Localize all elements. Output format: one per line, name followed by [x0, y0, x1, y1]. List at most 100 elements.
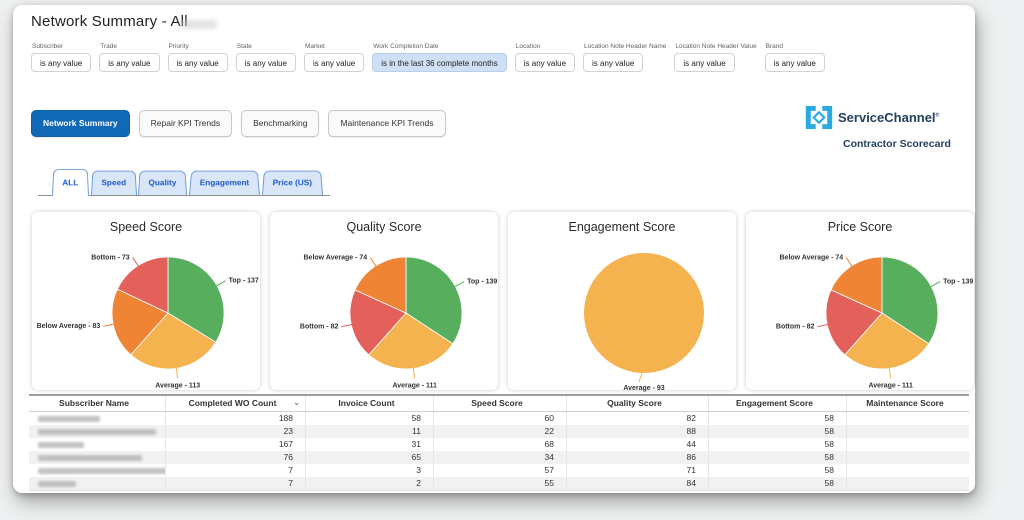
column-header-invoice-count[interactable]: Invoice Count: [306, 396, 434, 411]
table-cell: 7: [166, 477, 306, 490]
filter-value[interactable]: is any value: [674, 53, 735, 72]
nav-button-benchmarking[interactable]: Benchmarking: [241, 110, 320, 137]
table-row[interactable]: 188 58 60 82 58: [29, 412, 969, 425]
pie-slice-label: Top - 139: [943, 279, 973, 286]
table-cell: 31: [306, 438, 434, 451]
filter-value[interactable]: is any value: [99, 53, 160, 72]
table-cell: 44: [567, 438, 709, 451]
filter-label: Location Note Header Name: [584, 43, 667, 50]
filter-location-note-header-name: Location Note Header Name is any value: [583, 43, 666, 72]
filter-label: Brand: [765, 43, 783, 50]
tab-price-us[interactable]: Price (US): [261, 170, 323, 195]
brand-name: ServiceChannel®: [838, 110, 940, 125]
redacted-text: [181, 20, 217, 29]
tab-all[interactable]: ALL: [52, 168, 89, 196]
pie-slice-label: Average - 111: [392, 382, 437, 389]
filter-value[interactable]: is in the last 36 complete months: [372, 53, 507, 72]
chart-title: Price Score: [827, 220, 893, 234]
table-row[interactable]: 7 3 57 71 58: [29, 464, 969, 477]
column-header-completed-wo-count[interactable]: Completed WO Count ⌄: [166, 396, 306, 411]
pie-slice-label: Average - 93: [623, 385, 664, 392]
table-cell: [847, 451, 969, 464]
nav-button-network-summary[interactable]: Network Summary: [31, 110, 130, 137]
filter-label: Location: [515, 43, 541, 50]
filter-trade: Trade is any value: [99, 43, 160, 72]
sort-chevron-icon[interactable]: ⌄: [293, 398, 300, 407]
redacted-subscriber-name: [38, 415, 100, 422]
table-cell: 58: [709, 477, 847, 490]
filter-value[interactable]: is any value: [31, 53, 92, 72]
filter-state: State is any value: [235, 43, 296, 72]
table-cell: [29, 464, 166, 477]
column-header-subscriber-name[interactable]: Subscriber Name: [29, 396, 166, 411]
table-cell: 167: [166, 438, 306, 451]
table-row[interactable]: 23 11 22 88 58: [29, 425, 969, 438]
table-cell: 65: [306, 451, 434, 464]
column-header-speed-score[interactable]: Speed Score: [434, 396, 567, 411]
chart-title: Quality Score: [346, 220, 422, 234]
pie-slice[interactable]: [584, 253, 704, 373]
column-header-quality-score[interactable]: Quality Score: [567, 396, 709, 411]
tab-engagement[interactable]: Engagement: [188, 170, 260, 195]
filter-label: State: [236, 43, 252, 50]
table-cell: 88: [567, 425, 709, 438]
table-cell: 68: [434, 438, 567, 451]
table-cell: [29, 451, 166, 464]
nav-button-repair-kpi-trends[interactable]: Repair KPI Trends: [138, 110, 233, 137]
table-cell: 7: [166, 464, 306, 477]
subscriber-score-table: Subscriber Name Completed WO Count ⌄ Invoic…: [29, 394, 969, 491]
table-cell: [847, 464, 969, 477]
table-cell: 58: [709, 464, 847, 477]
pie-slice-label: Average - 111: [868, 382, 913, 389]
table-row[interactable]: 76 65 34 86 58: [29, 451, 969, 464]
pie-slice-label: Bottom - 82: [300, 324, 339, 331]
table-cell: 86: [567, 451, 709, 464]
filter-location: Location is any value: [514, 43, 576, 72]
filter-label: Market: [305, 43, 325, 50]
column-header-engagement-score[interactable]: Engagement Score: [709, 396, 847, 411]
chart-title: Engagement Score: [568, 220, 676, 234]
filter-value[interactable]: is any value: [167, 53, 228, 72]
table-cell: 11: [306, 425, 434, 438]
column-header-maintenance-score[interactable]: Maintenance Score: [847, 396, 969, 411]
chart-card-quality-score: Quality Score Top - 139 Average - 111 Botto…: [270, 212, 498, 390]
table-cell: 71: [567, 464, 709, 477]
table-cell: [29, 412, 166, 425]
filter-market: Market is any value: [304, 43, 365, 72]
chart-row: Speed Score Top - 137 Average - 113 Below A…: [32, 212, 974, 392]
table-cell: 23: [166, 425, 306, 438]
pie-chart: Average - 93: [584, 253, 704, 392]
column-header-label: Completed WO Count: [188, 398, 277, 408]
nav-button-maintenance-kpi-trends[interactable]: Maintenance KPI Trends: [328, 110, 446, 137]
table-cell: 84: [567, 477, 709, 490]
table-cell: 34: [434, 451, 567, 464]
chart-card-price-score: Price Score Top - 139 Average - 111 Bottom …: [746, 212, 974, 390]
table-cell: 58: [709, 451, 847, 464]
table-row[interactable]: 167 31 68 44 58: [29, 438, 969, 451]
tab-speed[interactable]: Speed: [90, 170, 137, 195]
filter-value[interactable]: is any value: [235, 53, 296, 72]
filter-value[interactable]: is any value: [304, 53, 365, 72]
table-cell: [847, 425, 969, 438]
table-cell: [847, 477, 969, 490]
table-cell: 76: [166, 451, 306, 464]
filter-value[interactable]: is any value: [583, 53, 644, 72]
table-cell: 58: [709, 412, 847, 425]
table-cell: [847, 412, 969, 425]
filter-value[interactable]: is any value: [764, 53, 825, 72]
pie-slice-label: Below Average - 83: [37, 323, 101, 330]
redacted-subscriber-name: [38, 441, 84, 448]
pie-slice-label: Top - 137: [229, 278, 259, 285]
redacted-subscriber-name: [38, 480, 76, 487]
dashboard-nav-buttons: Network Summary Repair KPI Trends Benchmar…: [31, 110, 446, 137]
pie-chart: Top - 139 Average - 111 Bottom - 82 Below A…: [300, 255, 498, 390]
table-row[interactable]: 7 2 55 84 58: [29, 477, 969, 490]
table-cell: [29, 425, 166, 438]
table-cell: 188: [166, 412, 306, 425]
filter-label: Priority: [168, 43, 189, 50]
chart-title: Speed Score: [109, 220, 183, 234]
filter-label: Location Note Header Value: [675, 43, 757, 50]
filter-value[interactable]: is any value: [514, 53, 576, 72]
brand-subtitle: Contractor Scorecard: [843, 138, 951, 150]
tab-quality[interactable]: Quality: [138, 170, 187, 195]
